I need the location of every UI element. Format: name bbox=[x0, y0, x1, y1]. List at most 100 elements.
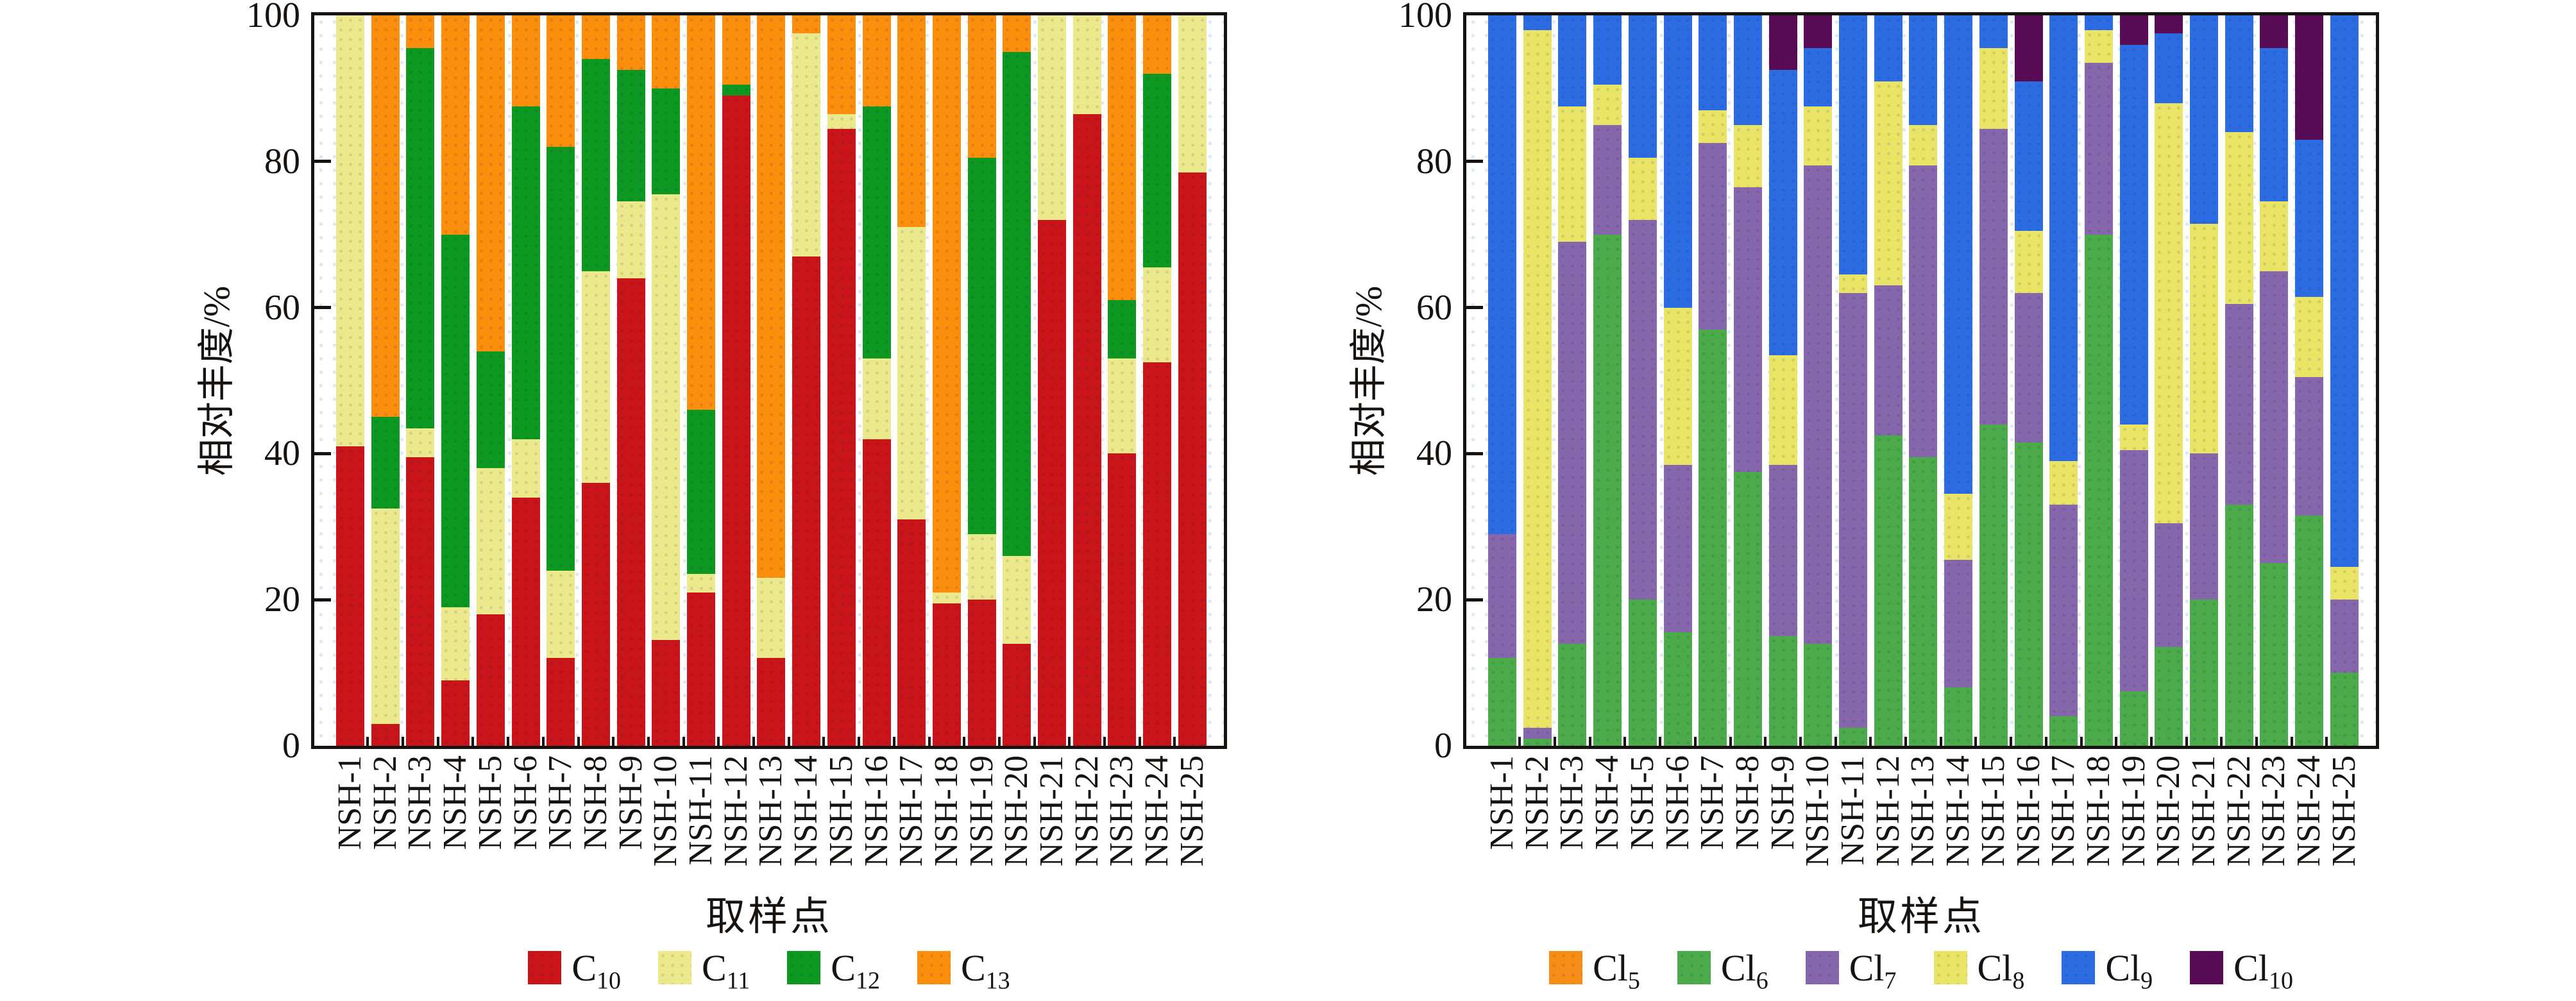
bar-segment-Cl8 bbox=[2119, 424, 2148, 450]
bar-segment-C12 bbox=[1003, 51, 1031, 556]
x-tick-mark bbox=[1033, 737, 1036, 746]
y-tick-mark bbox=[1466, 306, 1483, 310]
x-tick-label: NSH-3 bbox=[1554, 755, 1591, 850]
bar-segment-Cl9 bbox=[2049, 15, 2078, 461]
bar-segment-C12 bbox=[476, 351, 505, 469]
legend-item-C11: C11 bbox=[658, 946, 750, 993]
bar-segment-Cl7 bbox=[2295, 376, 2324, 516]
x-tick-mark bbox=[577, 737, 580, 746]
legend-item-Cl10: Cl10 bbox=[2190, 946, 2293, 993]
legend-label: Cl8 bbox=[1977, 946, 2025, 995]
bar-segment-C13 bbox=[757, 15, 786, 578]
bar-segment-Cl7 bbox=[1839, 292, 1867, 728]
bar-segment-C11 bbox=[371, 508, 400, 724]
bar-segment-C10 bbox=[1108, 453, 1137, 746]
x-tick-mark bbox=[1138, 737, 1141, 746]
bar-segment-C11 bbox=[757, 578, 786, 659]
bar-segment-C13 bbox=[932, 15, 961, 593]
bar-segment-Cl9 bbox=[2330, 15, 2359, 567]
bar-segment-C12 bbox=[722, 85, 750, 96]
bar-segment-C11 bbox=[932, 592, 961, 603]
bar-segment-Cl8 bbox=[2190, 223, 2218, 454]
y-tick-label: 40 bbox=[264, 433, 300, 474]
bar-segment-Cl6 bbox=[2155, 647, 2183, 746]
bar-segment-Cl6 bbox=[1944, 687, 1973, 746]
bar-segment-C11 bbox=[406, 428, 435, 458]
bar-segment-Cl9 bbox=[1839, 15, 1867, 275]
x-tick-mark bbox=[1518, 737, 1521, 746]
bar-segment-Cl8 bbox=[1663, 307, 1692, 465]
bar-segment-Cl6 bbox=[1523, 738, 1552, 746]
bar-segment-C12 bbox=[441, 234, 470, 607]
bar-segment-Cl7 bbox=[1628, 219, 1657, 600]
bar-segment-Cl8 bbox=[1874, 81, 1902, 286]
bar-segment-Cl7 bbox=[2224, 303, 2253, 505]
bar-segment-C11 bbox=[1108, 358, 1137, 454]
x-tick-mark bbox=[2080, 737, 2083, 746]
bar-segment-Cl9 bbox=[2155, 33, 2183, 103]
bar-segment-Cl9 bbox=[1523, 15, 1552, 30]
x-tick-mark bbox=[1764, 737, 1767, 746]
bar-segment-Cl6 bbox=[2014, 442, 2043, 746]
bar-segment-Cl8 bbox=[2330, 566, 2359, 600]
x-tick-mark bbox=[507, 737, 510, 746]
bar-segment-C13 bbox=[581, 15, 610, 60]
y-tick-mark bbox=[314, 598, 331, 601]
bar-segment-Cl6 bbox=[1874, 435, 1902, 746]
legend: Cl5 Cl6 Cl7 Cl8 Cl9 Cl10 bbox=[1466, 945, 2376, 995]
bar-segment-C10 bbox=[687, 592, 715, 746]
bar-segment-Cl7 bbox=[1909, 165, 1938, 458]
legend-swatch bbox=[2062, 951, 2096, 984]
bar-segment-Cl7 bbox=[1979, 128, 2008, 425]
bar-segment-Cl8 bbox=[2155, 103, 2183, 523]
bar-segment-Cl6 bbox=[1628, 600, 1657, 746]
bar-segment-Cl9 bbox=[1874, 15, 1902, 81]
bar-segment-Cl8 bbox=[1839, 274, 1867, 293]
bar-segment-C13 bbox=[792, 15, 821, 34]
x-tick-mark bbox=[682, 737, 685, 746]
x-tick-mark bbox=[1588, 737, 1591, 746]
bar-segment-C12 bbox=[511, 106, 540, 439]
bar-segment-C10 bbox=[547, 658, 575, 746]
bar-segment-Cl10 bbox=[1804, 15, 1833, 49]
x-tick-label: NSH-16 bbox=[2010, 755, 2047, 867]
bar-segment-Cl6 bbox=[2190, 600, 2218, 746]
bar-segment-C12 bbox=[862, 106, 891, 359]
bar-segment-Cl7 bbox=[2014, 292, 2043, 443]
x-tick-mark bbox=[2149, 737, 2153, 746]
bar-segment-C13 bbox=[371, 15, 400, 417]
x-tick-mark bbox=[1693, 737, 1697, 746]
x-tick-mark bbox=[1103, 737, 1106, 746]
x-tick-mark bbox=[366, 737, 369, 746]
x-tick-label: NSH-2 bbox=[1518, 755, 1555, 850]
bar-segment-C11 bbox=[336, 15, 364, 447]
bar-segment-C13 bbox=[652, 15, 681, 88]
bar-segment-C10 bbox=[1143, 362, 1172, 746]
x-tick-label: NSH-10 bbox=[1799, 755, 1836, 867]
bar-segment-Cl7 bbox=[1699, 143, 1727, 330]
legend-swatch bbox=[787, 951, 821, 984]
bar-segment-C10 bbox=[476, 614, 505, 746]
bar-segment-Cl7 bbox=[2084, 63, 2113, 235]
x-tick-mark bbox=[928, 737, 931, 746]
x-tick-mark bbox=[1939, 737, 1942, 746]
x-tick-mark bbox=[471, 737, 475, 746]
bar-segment-Cl10 bbox=[2014, 15, 2043, 81]
bar-segment-C10 bbox=[932, 603, 961, 746]
bar-segment-C13 bbox=[1003, 15, 1031, 52]
y-tick-mark bbox=[314, 160, 331, 164]
bar-segment-Cl7 bbox=[2155, 523, 2183, 648]
bar-segment-C11 bbox=[1072, 15, 1101, 114]
x-tick-label: NSH-4 bbox=[1589, 755, 1626, 850]
y-tick-label: 60 bbox=[1416, 287, 1452, 328]
bar-segment-C11 bbox=[441, 607, 470, 680]
legend-label: Cl7 bbox=[1849, 946, 1897, 995]
bar-segment-Cl6 bbox=[1488, 658, 1516, 746]
bar-segment-Cl7 bbox=[1768, 464, 1797, 637]
bar-segment-Cl8 bbox=[2260, 201, 2289, 271]
bar-segment-Cl6 bbox=[2084, 234, 2113, 746]
x-tick-mark bbox=[402, 737, 405, 746]
bar-segment-C12 bbox=[687, 410, 715, 575]
bar-segment-Cl6 bbox=[1768, 636, 1797, 746]
